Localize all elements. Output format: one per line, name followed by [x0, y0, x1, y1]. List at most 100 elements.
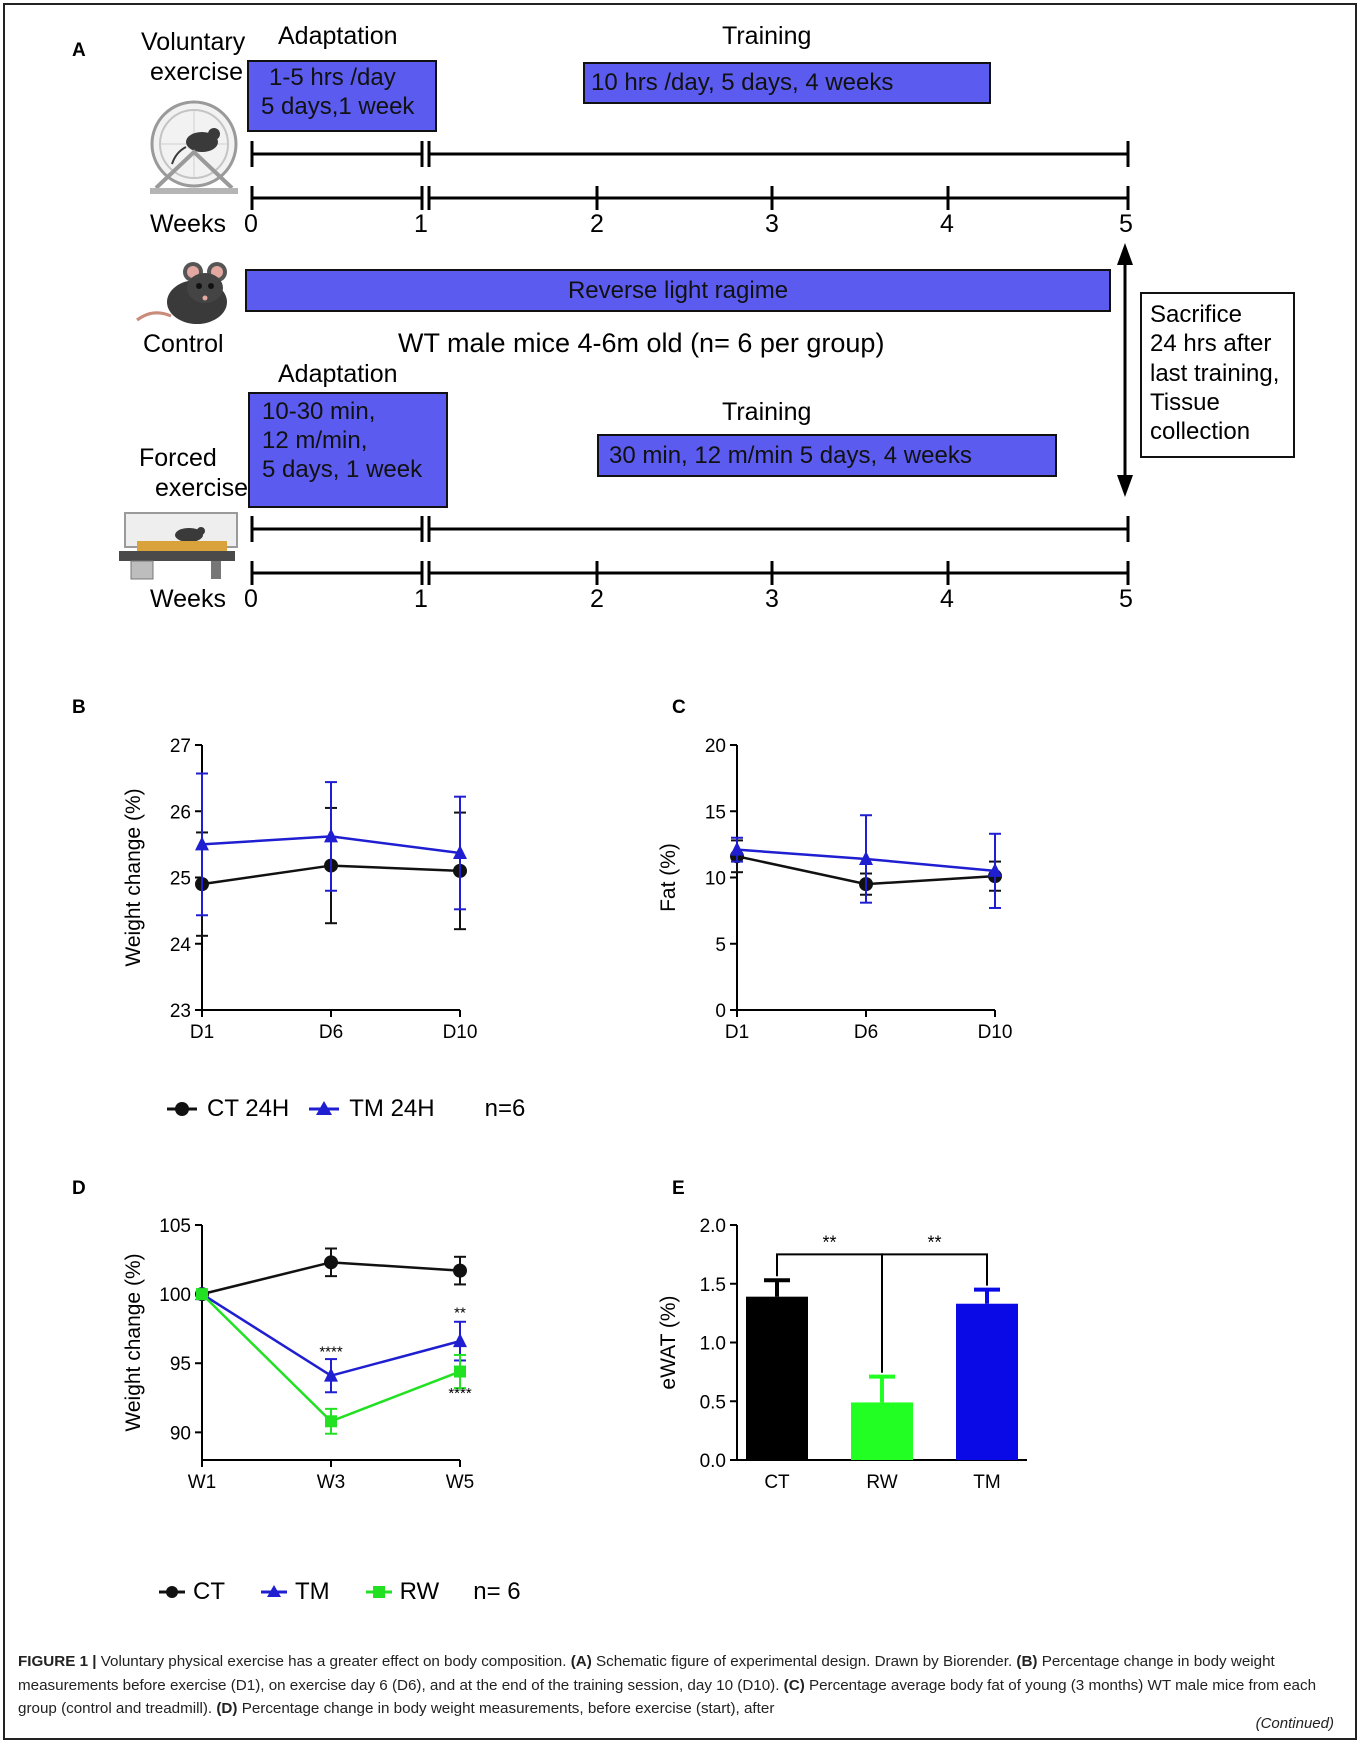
legend-tm-marker-icon	[261, 1585, 287, 1597]
y-tick-label: 23	[170, 1001, 191, 1022]
weeks-label-top: Weeks	[150, 210, 226, 238]
panel-label-a: A	[72, 40, 86, 61]
data-point-tm-24h	[195, 836, 209, 851]
caption-b: (B)	[1016, 1653, 1038, 1670]
figure-caption: FIGURE 1 | Voluntary physical exercise h…	[18, 1650, 1338, 1721]
running-wheel-icon	[150, 100, 238, 194]
data-point-tm-24h	[859, 850, 873, 865]
y-axis-label: eWAT (%)	[657, 1295, 680, 1389]
training-box-bottom: 30 min, 12 m/min 5 days, 4 weeks	[597, 434, 1057, 477]
data-point-ct	[324, 1255, 338, 1270]
adaptation-label-bottom: Adaptation	[278, 360, 398, 388]
voluntary-label-line1: Voluntary	[141, 28, 246, 56]
data-point-tm-24h	[730, 841, 744, 856]
caption-a: (A)	[570, 1653, 592, 1670]
voluntary-label-line2: exercise	[150, 58, 244, 86]
week-tick-3: 3	[765, 210, 779, 238]
caption-d-text: Percentage change in body weight measure…	[237, 1700, 775, 1718]
caption-c-text: Percentage average body fat of young (3 …	[18, 1676, 1317, 1718]
data-point-tm-24h	[453, 844, 467, 859]
y-tick-label: 15	[705, 802, 726, 823]
annotation-stars: **	[454, 1305, 466, 1322]
caption-continued: (Continued)	[1255, 1715, 1334, 1732]
legend-item-tm24h: TM 24H	[349, 1095, 435, 1122]
legend-bc: CT 24H TM 24H n=6	[165, 1095, 525, 1123]
legend-item-tm: TM	[295, 1578, 330, 1605]
bar-rw	[851, 1402, 913, 1460]
timeline-axes	[250, 141, 1133, 585]
week-tick-0-b: 0	[244, 585, 258, 613]
y-tick-label: 25	[170, 869, 191, 890]
annotation-stars: ****	[319, 1343, 343, 1360]
training-label-bottom: Training	[722, 398, 812, 426]
y-tick-label: 95	[170, 1354, 191, 1375]
adaptation-box-bottom-line1: 10-30 min,	[262, 398, 376, 425]
y-axis-label: Fat (%)	[657, 843, 680, 912]
y-tick-label: 20	[705, 736, 726, 757]
x-tick-label: W3	[317, 1472, 346, 1493]
x-tick-label: D1	[190, 1022, 214, 1043]
x-tick-label: D6	[854, 1022, 878, 1043]
caption-fig: FIGURE 1 |	[18, 1653, 97, 1670]
week-tick-5: 5	[1119, 210, 1133, 238]
caption-d: (D)	[216, 1700, 238, 1718]
legend-ct-marker-icon	[159, 1586, 185, 1598]
y-tick-label: 27	[170, 736, 191, 757]
panel-label-b: B	[72, 697, 86, 718]
annotation-stars: ****	[448, 1385, 472, 1402]
panel-label-d: D	[72, 1178, 86, 1199]
data-point-tm	[324, 1367, 338, 1382]
reverse-light-box: Reverse light ragime	[245, 269, 1111, 312]
data-point-rw	[325, 1415, 337, 1428]
y-tick-label: 24	[170, 935, 192, 956]
x-tick-label: TM	[973, 1472, 1000, 1493]
adaptation-box-bottom-line3: 5 days, 1 week	[262, 455, 423, 483]
adaptation-box-top-line1: 1-5 hrs /day	[269, 64, 396, 91]
x-tick-label: D10	[978, 1022, 1013, 1043]
week-tick-0: 0	[244, 210, 258, 238]
significance-label: **	[927, 1232, 941, 1252]
bar-tm	[956, 1303, 1018, 1460]
y-tick-label: 26	[170, 802, 191, 823]
x-tick-label: RW	[866, 1472, 897, 1493]
caption-title: Voluntary physical exercise has a greate…	[96, 1653, 571, 1670]
week-tick-5-b: 5	[1119, 585, 1133, 613]
data-point-rw	[454, 1365, 466, 1378]
adaptation-label-top: Adaptation	[278, 22, 398, 50]
training-box-top: 10 hrs /day, 5 days, 4 weeks	[583, 62, 991, 104]
legend-tm24-marker-icon	[309, 1101, 340, 1115]
forced-label-line2: exercise	[155, 474, 249, 502]
bar-ct	[746, 1296, 808, 1460]
forced-label-line1: Forced	[139, 444, 217, 472]
legend-note-bc: n=6	[484, 1095, 526, 1122]
data-point-ct	[453, 1263, 467, 1278]
sacrifice-box: Sacrifice 24 hrs after last training, Ti…	[1140, 292, 1295, 458]
significance-label: **	[822, 1232, 836, 1252]
legend-rw-marker-icon	[365, 1586, 392, 1598]
data-point-tm-24h	[988, 862, 1002, 877]
mice-info: WT male mice 4-6m old (n= 6 per group)	[398, 328, 885, 358]
y-tick-label: 0	[715, 1001, 726, 1022]
y-tick-label: 10	[705, 869, 726, 890]
chart-c: 0 5 10 15 20 D1 D6 D10 Fat (%)	[657, 736, 1013, 1043]
chart-e: 0.0 0.5 1.0 1.5 2.0 CT RW TM eWAT (%) ** **	[657, 1216, 1027, 1493]
week-tick-1-b: 1	[414, 585, 428, 613]
adaptation-box-bottom: 10-30 min, 12 m/min, 5 days, 1 week	[248, 392, 448, 508]
y-axis-label: Weight change (%)	[122, 1253, 145, 1431]
week-tick-4: 4	[940, 210, 954, 238]
legend-item-rw: RW	[399, 1578, 440, 1605]
panel-label-c: C	[672, 697, 686, 718]
control-label: Control	[143, 330, 224, 358]
sacrifice-line-2: 24 hrs after	[1150, 330, 1272, 358]
x-tick-label: W5	[446, 1472, 475, 1493]
y-tick-label: 100	[159, 1285, 191, 1306]
week-tick-2-b: 2	[590, 585, 604, 613]
week-tick-1: 1	[414, 210, 428, 238]
y-tick-label: 1.0	[700, 1334, 726, 1355]
control-mouse-icon	[136, 262, 227, 324]
y-tick-label: 2.0	[700, 1216, 726, 1237]
x-tick-label: W1	[188, 1472, 217, 1493]
y-tick-label: 0.5	[700, 1392, 726, 1413]
y-tick-label: 1.5	[700, 1275, 726, 1296]
